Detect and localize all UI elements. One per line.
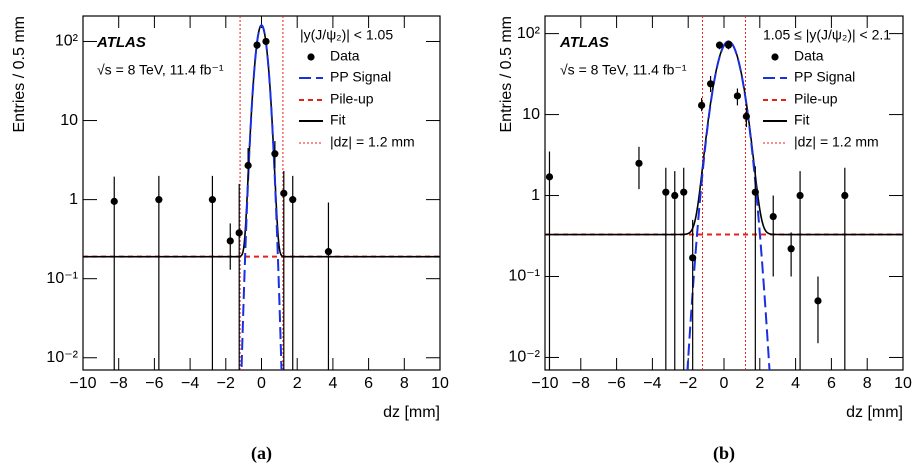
plot-area — [83, 16, 440, 370]
energy-label: √s = 8 TeV, 11.4 fb⁻¹ — [560, 62, 687, 78]
x-tick-label: −8 — [572, 375, 590, 392]
x-tick-label: 8 — [863, 375, 872, 392]
data-point — [724, 41, 733, 49]
legend-marker — [771, 53, 779, 61]
data-point — [662, 188, 670, 196]
data-point — [706, 80, 715, 88]
data-point — [742, 112, 750, 120]
legend-label: |dz| = 1.2 mm — [794, 134, 879, 150]
legend-label: PP Signal — [330, 69, 391, 85]
data-point — [280, 189, 288, 197]
data-point — [787, 245, 795, 253]
data-point — [289, 196, 297, 204]
y-tick-label: 10⁻² — [46, 349, 78, 366]
data-point — [324, 248, 333, 256]
y-tick-label: 10² — [55, 33, 79, 50]
y-tick-label: 1 — [531, 187, 540, 204]
data-point — [208, 196, 217, 204]
y-tick-label: 10² — [517, 25, 541, 42]
data-point — [110, 197, 118, 205]
x-tick-label: −6 — [145, 375, 163, 392]
data-point — [715, 41, 724, 49]
y-tick-label: 10 — [60, 112, 78, 129]
data-point — [545, 173, 554, 181]
panel-label: (b) — [713, 443, 735, 464]
region-label: |y(J/ψ₂)| < 1.05 — [300, 27, 393, 43]
x-tick-label: 2 — [755, 375, 764, 392]
legend-label: Data — [330, 48, 360, 64]
y-axis-title: Entries / 0.5 mm — [11, 16, 28, 132]
legend-label: Data — [794, 48, 824, 64]
data-point — [235, 229, 243, 237]
experiment-label: ATLAS — [559, 34, 609, 51]
y-tick-label: 10⁻¹ — [508, 268, 540, 285]
data-point — [769, 212, 777, 221]
panel-label: (a) — [251, 443, 272, 464]
y-axis-title: Entries / 0.5 mm — [498, 16, 515, 132]
y-tick-label: 10⁻² — [508, 349, 540, 366]
data-point — [733, 92, 742, 100]
data-point — [635, 159, 643, 167]
x-tick-label: 4 — [791, 375, 800, 392]
x-tick-label: 0 — [720, 375, 729, 392]
x-tick-label: 2 — [293, 375, 302, 392]
data-point — [226, 237, 234, 245]
data-point — [271, 150, 279, 158]
legend-label: Fit — [330, 112, 346, 128]
x-tick-label: 6 — [827, 375, 836, 392]
data-point — [814, 297, 822, 305]
data-point — [244, 161, 252, 170]
x-tick-label: −10 — [531, 375, 558, 392]
y-tick-label: 1 — [69, 191, 78, 208]
plot-area — [545, 16, 903, 370]
x-tick-label: −6 — [607, 375, 625, 392]
signal-curve — [686, 40, 771, 370]
legend-label: PP Signal — [794, 69, 855, 85]
x-axis-title: dz [mm] — [383, 404, 440, 421]
x-tick-label: 6 — [364, 375, 373, 392]
y-tick-label: 10 — [522, 106, 540, 123]
x-tick-label: 4 — [328, 375, 337, 392]
legend-label: Fit — [794, 112, 810, 128]
x-tick-label: −10 — [69, 375, 96, 392]
x-axis-title: dz [mm] — [846, 404, 903, 421]
legend-marker — [307, 53, 315, 61]
x-tick-label: −4 — [643, 375, 661, 392]
x-tick-label: −2 — [679, 375, 697, 392]
data-point — [751, 188, 759, 196]
legend-label: Pile-up — [330, 91, 374, 107]
region-label: 1.05 ≤ |y(J/ψ₂)| < 2.1 — [763, 27, 891, 43]
data-point — [689, 254, 697, 262]
energy-label: √s = 8 TeV, 11.4 fb⁻¹ — [97, 62, 224, 78]
data-point — [796, 191, 804, 200]
x-tick-label: −8 — [110, 375, 128, 392]
x-tick-label: −2 — [217, 375, 235, 392]
x-tick-label: −4 — [181, 375, 199, 392]
experiment-label: ATLAS — [96, 34, 146, 51]
data-point — [698, 101, 706, 109]
legend-label: |dz| = 1.2 mm — [330, 134, 415, 150]
x-tick-label: 10 — [431, 375, 449, 392]
data-point — [680, 188, 688, 196]
data-point — [262, 37, 270, 46]
data-point — [671, 191, 679, 200]
x-tick-label: 0 — [257, 375, 266, 392]
x-tick-label: 10 — [894, 375, 912, 392]
y-tick-label: 10⁻¹ — [46, 270, 78, 287]
legend-label: Pile-up — [794, 91, 838, 107]
data-point — [841, 191, 849, 200]
signal-curve — [240, 24, 283, 370]
data-point — [253, 41, 261, 49]
data-point — [155, 196, 163, 204]
x-tick-label: 8 — [400, 375, 409, 392]
